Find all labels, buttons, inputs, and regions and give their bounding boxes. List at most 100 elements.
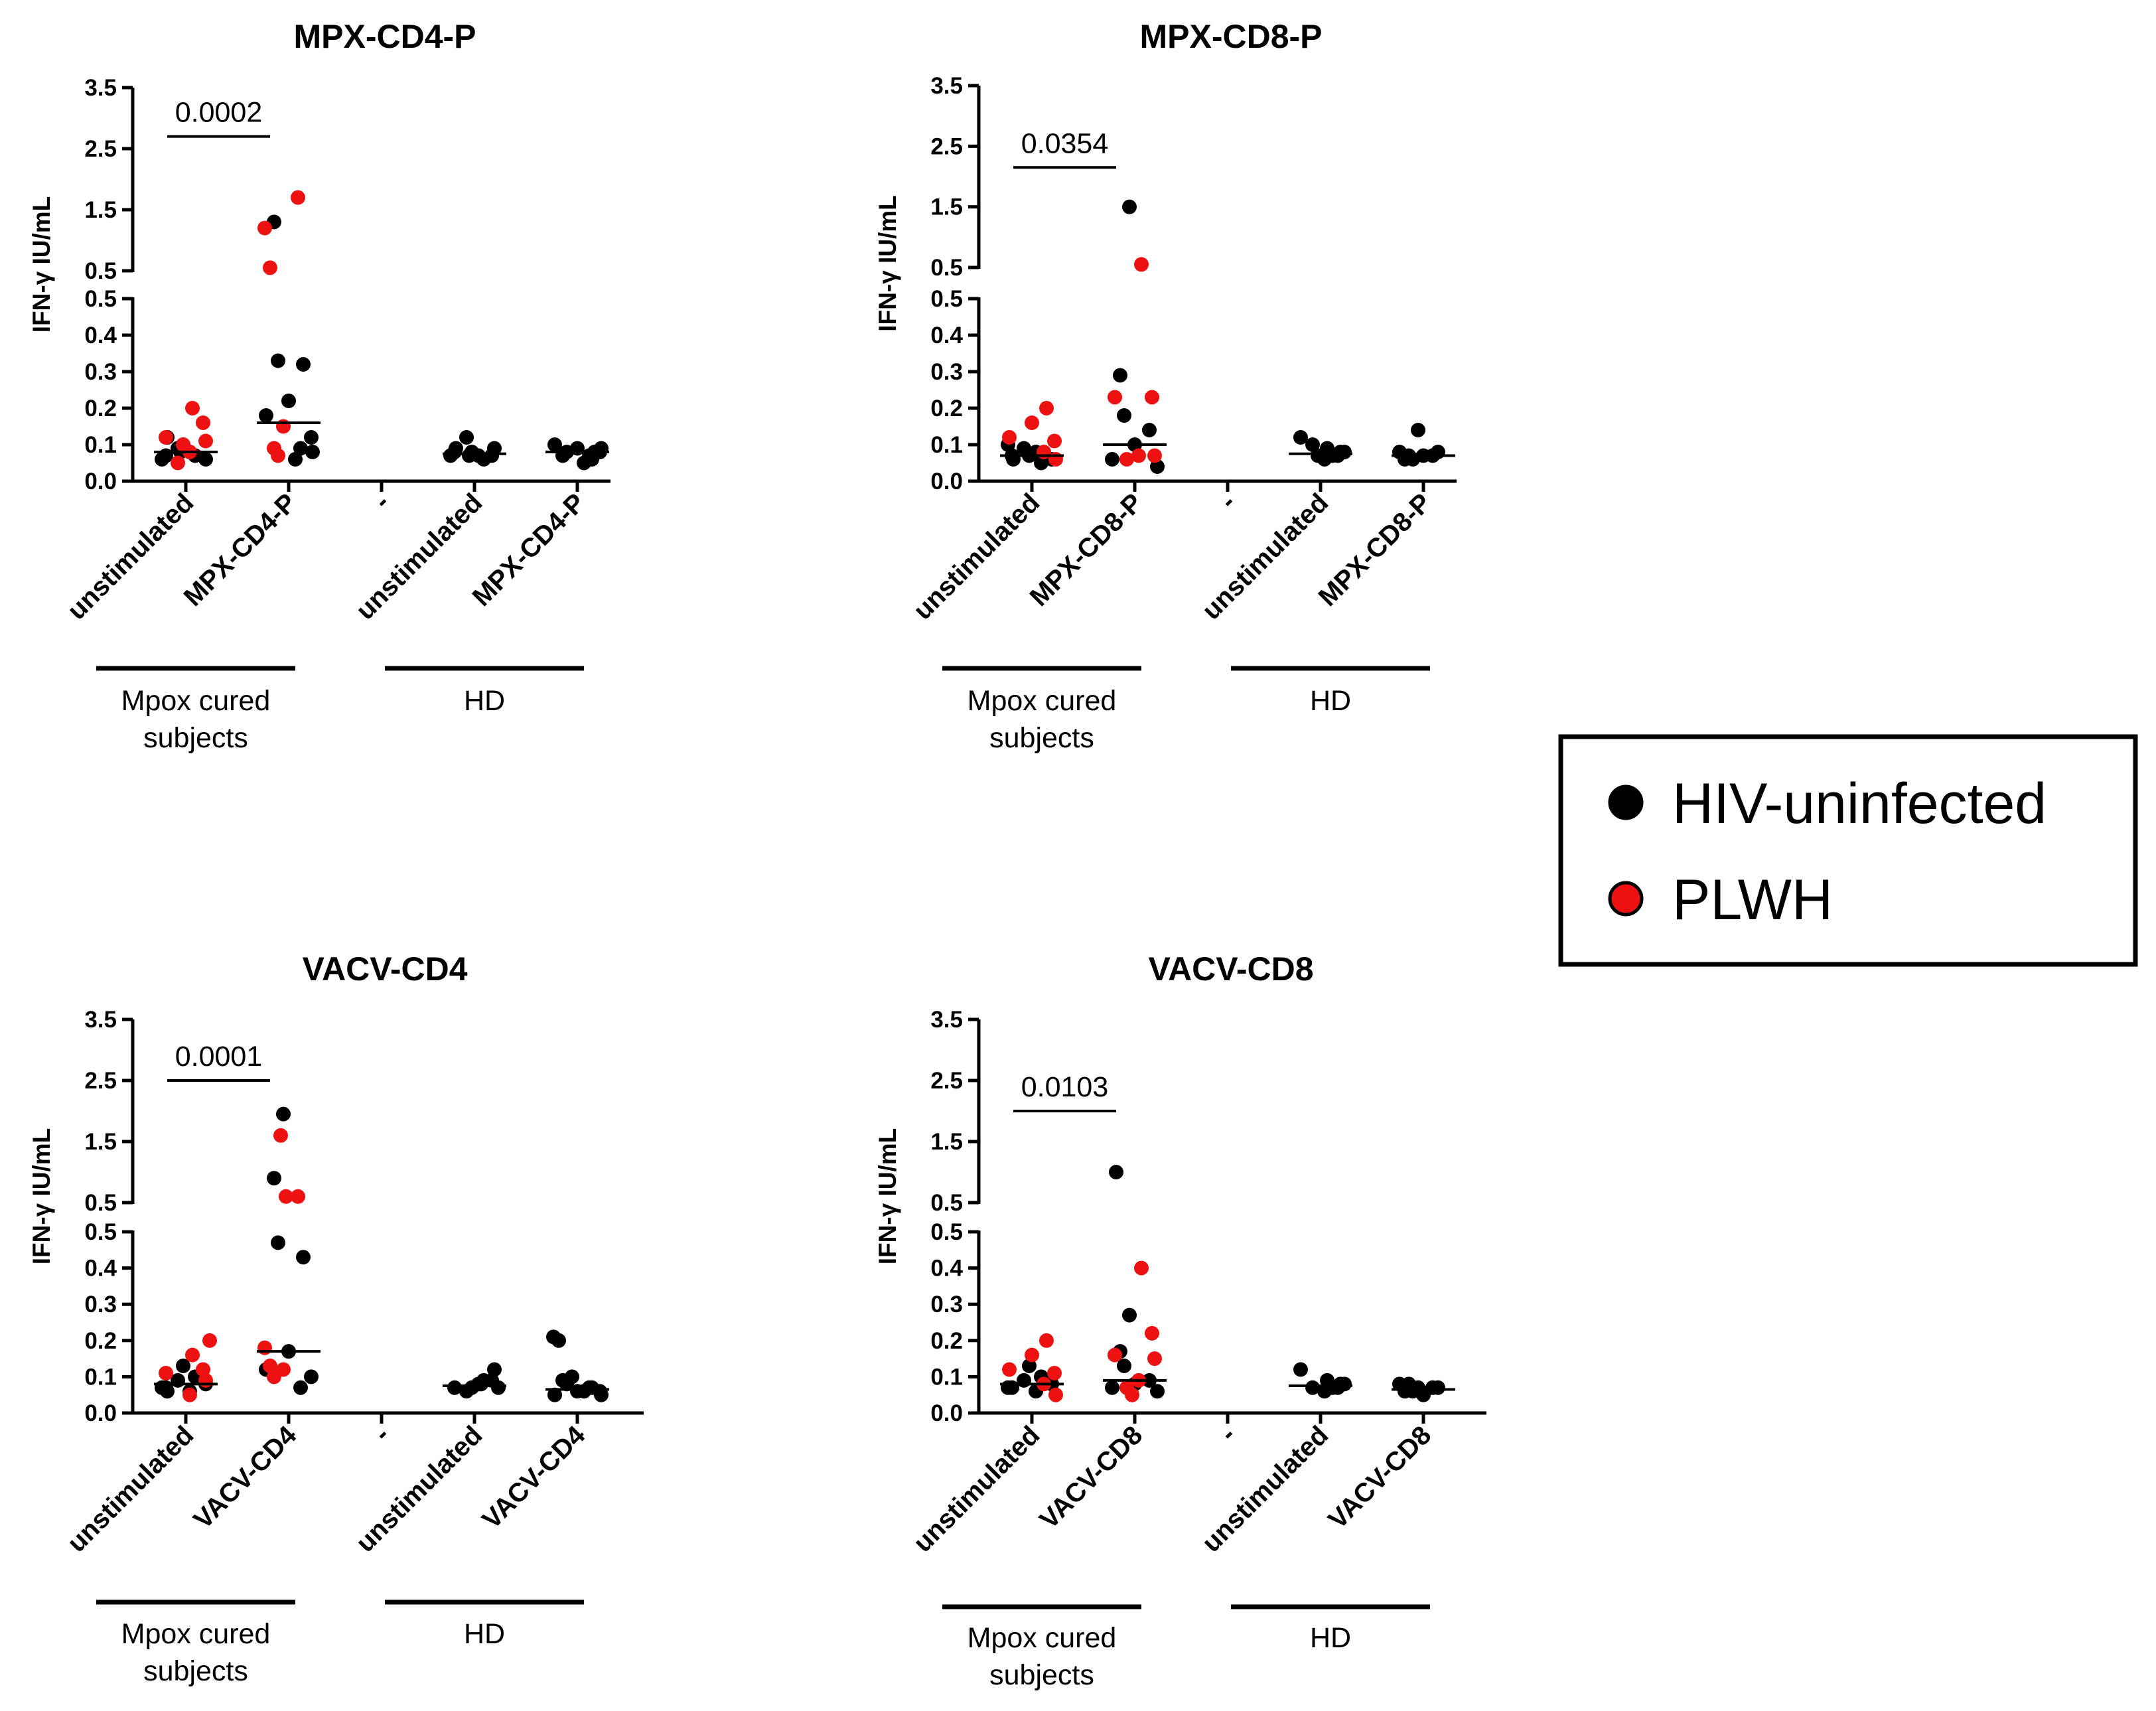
data-point-plwh — [1025, 1347, 1039, 1363]
group-label: Mpox cured — [968, 685, 1117, 717]
group-label-line2: subjects — [989, 722, 1094, 754]
y-tick-label: 3.5 — [930, 1007, 963, 1033]
group-label: Mpox cured — [121, 685, 271, 717]
data-point-hiv-uninfected — [271, 353, 285, 368]
data-point-plwh — [159, 1365, 173, 1380]
data-point-hiv-uninfected — [1001, 1380, 1015, 1395]
group-label: Mpox cured — [968, 1622, 1117, 1654]
data-point-plwh — [176, 437, 190, 452]
data-point-hiv-uninfected — [577, 1384, 591, 1399]
chart-panel-4: VACV-CD8 0.0 0.1 0.2 0.3 0.4 0.5 0.5 1.5 2.5 3.5 IF… — [874, 950, 1486, 1691]
data-point-plwh — [1048, 452, 1063, 467]
legend-marker-hiv-uninfected — [1608, 784, 1644, 820]
data-point-hiv-uninfected — [1117, 408, 1131, 423]
data-point-plwh — [1108, 1347, 1122, 1363]
data-point-hiv-uninfected — [547, 437, 562, 452]
y-tick-label: 1.5 — [930, 1129, 963, 1155]
legend-label-plwh: PLWH — [1672, 868, 1833, 932]
chart-title: MPX-CD8-P — [1139, 18, 1322, 55]
y-tick-label: 0.0 — [84, 1400, 117, 1426]
y-tick-label: 0.3 — [930, 1292, 963, 1317]
y-tick-label: 0.5 — [930, 286, 963, 312]
data-point-hiv-uninfected — [594, 1387, 609, 1402]
chart-panel-1: MPX-CD4-P 0.0 0.1 0.2 0.3 0.4 0.50.5 1.5 2.5 3.5 I… — [28, 18, 611, 754]
p-value-label: 0.0001 — [175, 1041, 263, 1073]
y-tick-label: 0.1 — [930, 1364, 963, 1390]
data-point-plwh — [271, 448, 285, 463]
x-tick-label: - — [368, 488, 395, 515]
data-point-plwh — [291, 190, 305, 205]
data-point-hiv-uninfected — [462, 448, 476, 463]
x-tick-label: VACV-CD8 — [1323, 1420, 1437, 1534]
group-label: HD — [1310, 1622, 1351, 1654]
data-point-hiv-uninfected — [1333, 1376, 1348, 1392]
data-point-hiv-uninfected — [1117, 1359, 1131, 1374]
data-point-plwh — [1047, 433, 1062, 449]
data-point-hiv-uninfected — [1431, 445, 1445, 459]
data-point-plwh — [159, 430, 173, 445]
p-value-label: 0.0002 — [175, 97, 263, 129]
data-point-plwh — [1002, 1362, 1017, 1377]
data-point-plwh — [1131, 448, 1146, 463]
y-tick-label: 2.5 — [84, 136, 117, 162]
data-point-plwh — [198, 1373, 213, 1388]
data-point-plwh — [263, 260, 277, 275]
group-label: Mpox cured — [121, 1618, 271, 1650]
data-point-hiv-uninfected — [1311, 448, 1325, 463]
data-point-hiv-uninfected — [559, 1376, 574, 1392]
data-point-hiv-uninfected — [1305, 1380, 1320, 1395]
data-point-hiv-uninfected — [296, 357, 311, 372]
data-point-plwh — [1039, 401, 1054, 415]
y-axis-label: IFN-γ IU/mL — [28, 1128, 55, 1265]
data-point-plwh — [185, 401, 200, 415]
y-tick-label: 1.5 — [84, 1129, 117, 1155]
data-point-plwh — [171, 455, 185, 471]
data-point-hiv-uninfected — [281, 394, 296, 408]
legend-label-hiv-uninfected: HIV-uninfected — [1672, 772, 2047, 836]
y-tick-label: 0.3 — [930, 359, 963, 385]
y-tick-label: 0.0 — [930, 1400, 963, 1426]
y-tick-label: 0.0 — [84, 469, 117, 494]
x-tick-label: VACV-CD4 — [476, 1420, 591, 1535]
chart-panel-3: VACV-CD4 0.0 0.1 0.2 0.3 0.4 0.5 0.5 1.5 2.5 3.5 IF… — [28, 950, 644, 1687]
data-point-plwh — [1047, 1365, 1062, 1380]
y-axis-label: IFN-γ IU/mL — [874, 195, 901, 332]
x-tick-label: unstimulated — [908, 1420, 1045, 1558]
data-point-hiv-uninfected — [1006, 452, 1021, 467]
data-point-hiv-uninfected — [476, 452, 491, 467]
y-axis-label: IFN-γ IU/mL — [874, 1128, 901, 1265]
data-point-plwh — [1145, 1325, 1159, 1341]
data-point-hiv-uninfected — [305, 445, 320, 459]
x-tick-label: unstimulated — [1196, 488, 1334, 625]
y-tick-label: 0.2 — [930, 396, 963, 421]
data-point-plwh — [1108, 390, 1122, 405]
data-point-hiv-uninfected — [1305, 437, 1320, 452]
data-point-hiv-uninfected — [577, 455, 591, 471]
group-label: HD — [464, 685, 505, 717]
y-tick-label: 3.5 — [84, 1007, 117, 1033]
data-point-hiv-uninfected — [1150, 1384, 1165, 1399]
data-point-plwh — [1134, 257, 1149, 272]
data-point-hiv-uninfected — [551, 1333, 566, 1348]
x-tick-label: unstimulated — [350, 488, 488, 625]
data-point-hiv-uninfected — [1293, 430, 1308, 445]
y-tick-label: 0.3 — [84, 1292, 117, 1317]
chart-title: VACV-CD4 — [302, 950, 467, 988]
x-tick-label: unstimulated — [1196, 1420, 1334, 1558]
y-tick-label: 0.5 — [84, 286, 117, 312]
data-point-hiv-uninfected — [465, 1380, 479, 1395]
data-point-hiv-uninfected — [1431, 1380, 1445, 1395]
x-tick-label: - — [1214, 488, 1242, 515]
y-tick-label: 0.5 — [930, 1190, 963, 1216]
data-point-hiv-uninfected — [276, 1106, 291, 1122]
data-point-hiv-uninfected — [296, 1250, 311, 1265]
y-tick-label: 3.5 — [930, 73, 963, 99]
y-tick-label: 1.5 — [930, 194, 963, 220]
y-tick-label: 0.2 — [930, 1328, 963, 1354]
group-label: HD — [1310, 685, 1351, 717]
data-point-hiv-uninfected — [1411, 423, 1425, 437]
legend-frame — [1558, 734, 2138, 967]
y-tick-label: 0.5 — [84, 1219, 117, 1245]
data-point-plwh — [1119, 452, 1134, 467]
